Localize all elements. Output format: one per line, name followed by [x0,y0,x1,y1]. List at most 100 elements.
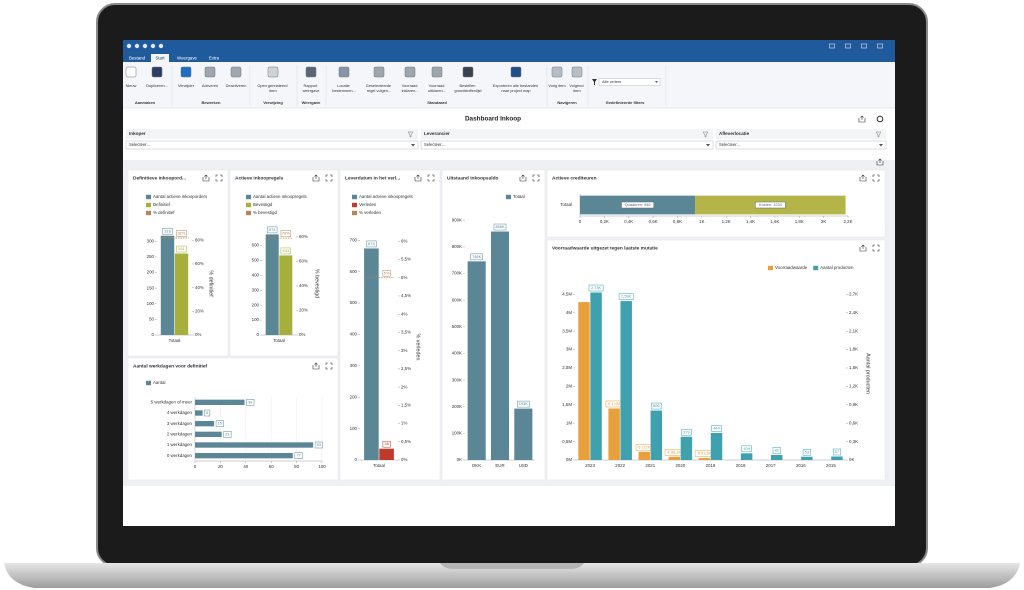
ribbon-button-label[interactable]: Activeren [202,83,218,88]
export-icon[interactable] [414,174,422,182]
filter-dropdown[interactable] [715,140,887,150]
ribbon-button-icon[interactable] [125,66,137,78]
data-label-box [280,247,291,255]
ribbon-button-label[interactable]: Verwijder [178,83,195,88]
ribbon-button-label[interactable]: Geselecteerde regel volgen... [366,83,392,93]
data-label-box [493,223,507,231]
ribbon-tab[interactable]: Bestand [129,56,146,61]
x-tick-label: USD [519,463,528,468]
ribbon-group-label: Gedefinieerde filters [606,100,645,105]
export-icon[interactable] [519,174,527,182]
bar [379,448,394,460]
window-control[interactable] [877,43,883,49]
quick-access-icon[interactable] [134,43,140,49]
filter-dropdown[interactable] [598,78,661,86]
export-icon[interactable] [876,158,884,166]
chart-title: Definitieve inkoopord... [133,175,186,181]
ribbon-button-label[interactable]: Voorraad uitklaren... [428,83,446,93]
quick-access-icon[interactable] [158,43,164,49]
ribbon-button-icon[interactable] [151,66,163,78]
window-control[interactable] [861,43,867,49]
expand-icon[interactable] [872,244,880,252]
ribbon-button-label[interactable]: Open gerelateerd item [257,83,288,93]
filter-icon[interactable] [875,131,882,138]
ribbon-button-label[interactable]: Volgend item [569,83,584,93]
y2-tick-label: 1,8K [849,347,858,352]
export-icon[interactable] [202,174,210,182]
ribbon-button-icon[interactable] [404,66,416,78]
y-tick-label: 200 [252,302,260,307]
data-label: 57 [835,449,839,454]
ribbon-button-label[interactable]: Vorig item [548,83,565,88]
export-icon[interactable] [312,362,320,370]
expand-icon[interactable] [325,174,333,182]
ribbon-tab[interactable]: Weergave [177,56,197,61]
expand-icon[interactable] [427,174,435,182]
window-control[interactable] [829,43,835,49]
ribbon-button-icon[interactable] [462,66,474,78]
ribbon-button-icon[interactable] [180,66,192,78]
ribbon-button-label[interactable]: Voorraad inklaren... [402,83,419,93]
y-tick-label: 2M [566,384,572,389]
y-tick-label: 700 [350,237,358,242]
y2-tick-label: 2,7K [849,292,858,297]
quick-access-icon[interactable] [126,43,132,49]
filter-icon[interactable] [702,131,709,138]
data-label-box [741,445,752,453]
x-tick-label: 2020 [675,463,685,468]
export-icon[interactable] [859,244,867,252]
ribbon-button-icon[interactable] [510,66,522,78]
ribbon-button-icon[interactable] [305,66,317,78]
bar [578,302,590,460]
export-icon[interactable] [312,174,320,182]
bar [364,248,379,460]
ribbon-button-icon[interactable] [373,66,385,78]
ribbon-tab[interactable]: Start [155,56,165,61]
ribbon-button-icon[interactable] [204,66,216,78]
data-label: 2,59K [621,294,632,299]
expand-icon[interactable] [872,174,880,182]
bar [831,456,843,460]
ribbon-button-label[interactable]: Bestellen grondstoffenlijst [454,83,482,93]
ribbon-button-label[interactable]: Nieuw [126,83,137,88]
legend-swatch [768,265,773,271]
ribbon-button-label[interactable]: Rapport weergave [303,83,320,93]
window-control[interactable] [845,43,851,49]
y-tick-label: 250 [147,254,155,259]
data-label-box [832,448,841,456]
ribbon-button-label[interactable]: Deactiveren [226,83,247,88]
filter-placeholder[interactable]: Selecteer... [424,142,445,147]
ribbon-button-icon[interactable] [551,66,563,78]
quick-access-icon[interactable] [142,43,148,49]
data-label-box [588,284,604,292]
ribbon-button-icon[interactable] [571,66,583,78]
filter-placeholder[interactable]: Selecteer... [129,142,150,147]
settings-icon[interactable] [876,115,884,123]
ribbon-button-icon[interactable] [230,66,242,78]
data-label: Kosten: 1234 [759,202,783,207]
ribbon-tab[interactable]: Extra [209,56,220,61]
filter-icon[interactable] [407,131,414,138]
legend-swatch [352,202,357,208]
ribbon-button-label[interactable]: Exporteren alle bestanden naar project m… [493,83,540,93]
filter-placeholder[interactable]: Selecteer... [719,142,740,147]
filter-dropdown[interactable] [420,140,714,150]
expand-icon[interactable] [325,362,333,370]
quick-access-icon[interactable] [150,43,156,49]
y2-tick-label: 0,5% [401,439,411,444]
legend-label: Aantal actieve inkoopregels [253,194,308,199]
expand-icon[interactable] [532,174,540,182]
export-icon[interactable] [858,115,866,123]
data-label: 2,73K [591,285,602,290]
export-icon[interactable] [859,174,867,182]
bar [638,451,650,460]
y-tick-label: 4M [566,310,572,315]
ribbon-button-icon[interactable] [267,66,279,78]
expand-icon[interactable] [215,174,223,182]
ribbon-button-label[interactable]: Locatie bestemmen... [332,83,356,93]
ribbon-button-icon[interactable] [338,66,350,78]
ribbon-button-label[interactable]: Dupliceren... [146,83,168,88]
filter-value[interactable]: Alle orders [602,79,621,84]
ribbon-button-icon[interactable] [431,66,443,78]
filter-dropdown[interactable] [125,140,419,150]
